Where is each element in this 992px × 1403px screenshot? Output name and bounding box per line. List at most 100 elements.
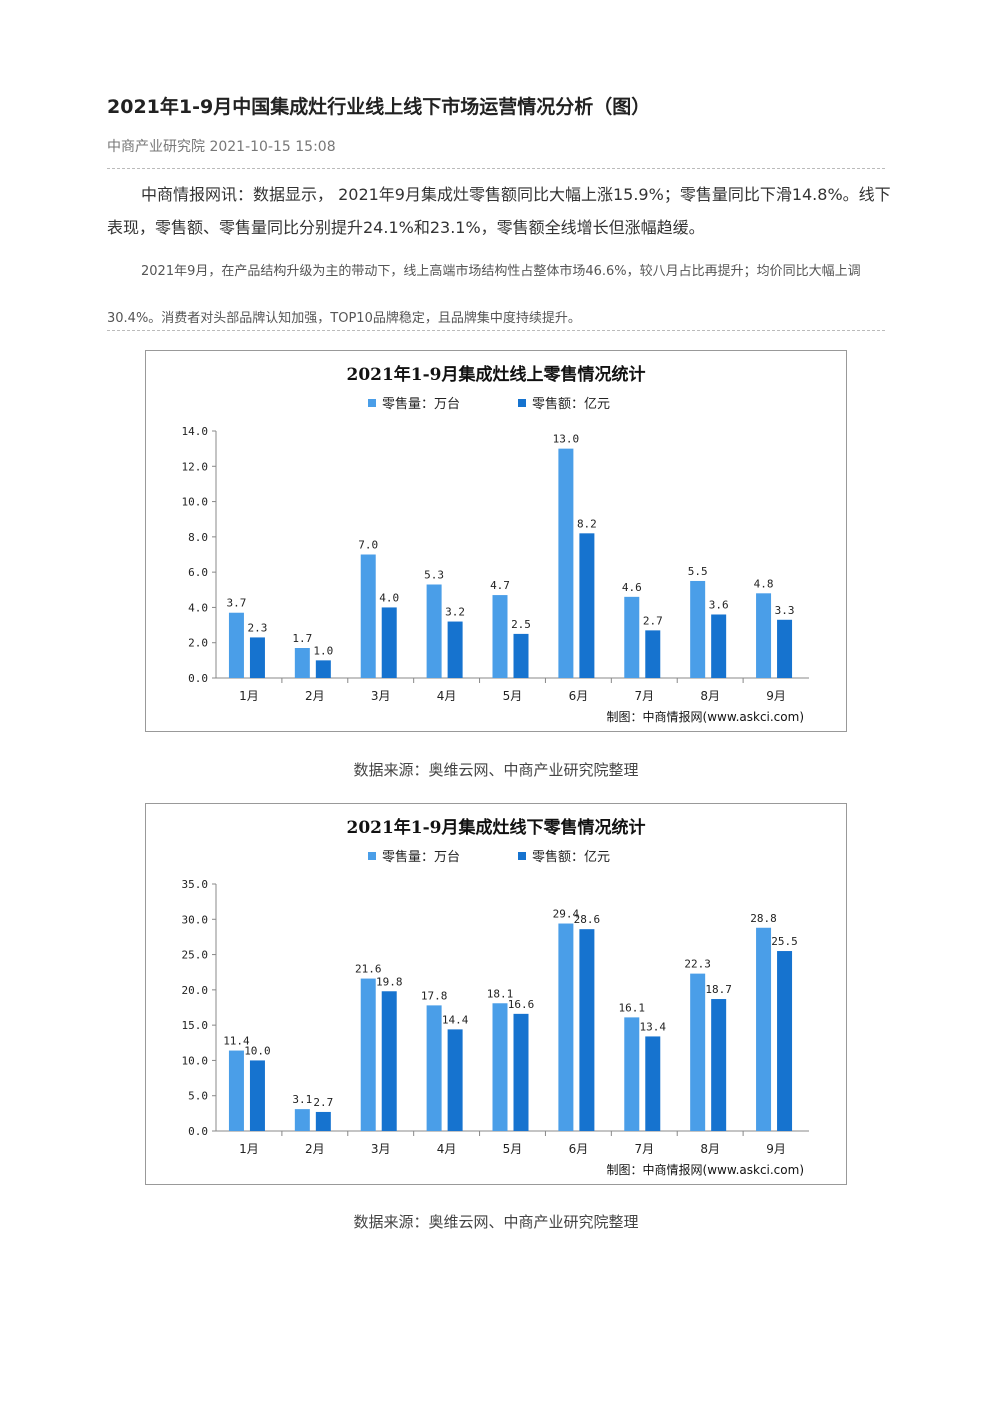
article-meta: 中商产业研究院 2021-10-15 15:08	[107, 139, 336, 155]
offline-bar-amount	[777, 951, 793, 1131]
legend-swatch	[368, 399, 376, 407]
data-label: 1.0	[313, 644, 333, 657]
offline-bar-volume	[624, 1017, 640, 1131]
x-tick-label: 5月	[503, 1142, 523, 1156]
data-label: 21.6	[355, 963, 382, 976]
online-bar-amount	[645, 630, 661, 678]
y-tick-label: 4.0	[188, 601, 208, 614]
offline-bar-amount	[711, 999, 727, 1131]
data-label: 2.7	[643, 614, 663, 627]
online-bar-amount	[711, 614, 727, 678]
data-label: 11.4	[223, 1035, 250, 1048]
data-label: 2.7	[313, 1096, 333, 1109]
legend-label: 零售额：亿元	[532, 849, 610, 865]
data-label: 22.3	[684, 958, 711, 971]
data-label: 4.7	[490, 579, 510, 592]
offline-bar-amount	[579, 929, 595, 1131]
y-tick-label: 30.0	[182, 913, 209, 926]
online-bar-volume	[756, 593, 772, 678]
legend-swatch	[518, 852, 526, 860]
y-tick-label: 6.0	[188, 566, 208, 579]
chart-title: 2021年1-9月集成灶线上零售情况统计	[346, 364, 645, 385]
online-bar-amount	[315, 660, 331, 678]
x-tick-label: 1月	[239, 689, 259, 703]
online-bar-volume	[690, 580, 706, 678]
y-tick-label: 0.0	[188, 1125, 208, 1138]
x-tick-label: 9月	[766, 689, 786, 703]
x-tick-label: 4月	[437, 689, 457, 703]
data-label: 14.4	[442, 1013, 469, 1026]
offline-chart: 2021年1-9月集成灶线下零售情况统计 零售量：万台 零售额：亿元 0.0 5.0 10…	[145, 803, 847, 1185]
y-tick-label: 14.0	[182, 425, 209, 438]
data-label: 4.6	[622, 581, 642, 594]
y-tick-label: 12.0	[182, 460, 209, 473]
offline-bar-volume	[294, 1109, 310, 1131]
data-label: 13.4	[640, 1020, 667, 1033]
online-bar-volume	[426, 584, 442, 678]
data-label: 16.6	[508, 998, 535, 1011]
x-tick-label: 2月	[305, 689, 325, 703]
data-label: 17.8	[421, 989, 448, 1002]
offline-chart-source: 数据来源：奥维云网、中商产业研究院整理	[353, 1213, 639, 1231]
data-label: 10.0	[244, 1044, 271, 1057]
y-tick-label: 2.0	[188, 637, 208, 650]
y-tick-label: 25.0	[182, 949, 209, 962]
data-label: 13.0	[553, 433, 580, 446]
y-tick-label: 20.0	[182, 984, 209, 997]
legend-swatch	[518, 399, 526, 407]
data-label: 29.4	[553, 908, 580, 921]
divider-bottom	[107, 330, 885, 331]
online-bar-volume	[228, 612, 244, 678]
data-label: 2.3	[248, 621, 268, 634]
data-label: 7.0	[358, 539, 378, 552]
online-bar-amount	[381, 607, 397, 678]
offline-bar-volume	[558, 923, 574, 1131]
online-bar-amount	[447, 621, 463, 678]
y-tick-label: 35.0	[182, 878, 209, 891]
online-bar-volume	[360, 554, 376, 678]
data-label: 19.8	[376, 975, 403, 988]
offline-bar-volume	[228, 1050, 244, 1131]
data-label: 18.1	[487, 987, 514, 1000]
offline-bar-amount	[381, 991, 397, 1131]
offline-bar-amount	[645, 1036, 661, 1131]
x-tick-label: 9月	[766, 1142, 786, 1156]
legend-label: 零售额：亿元	[532, 396, 610, 412]
offline-bar-amount	[513, 1013, 529, 1131]
data-label: 3.6	[709, 598, 729, 611]
y-tick-label: 15.0	[182, 1019, 209, 1032]
data-label: 5.5	[688, 565, 708, 578]
data-label: 1.7	[292, 632, 312, 645]
chart-credit: 制图：中商情报网(www.askci.com)	[607, 709, 804, 724]
x-tick-label: 8月	[700, 689, 720, 703]
data-label: 3.3	[775, 604, 795, 617]
offline-bar-volume	[492, 1003, 508, 1131]
x-tick-label: 4月	[437, 1142, 457, 1156]
offline-bar-amount	[447, 1029, 463, 1131]
x-tick-label: 5月	[503, 689, 523, 703]
online-bar-volume	[624, 596, 640, 678]
article-title: 2021年1-9月中国集成灶行业线上线下市场运营情况分析（图）	[107, 96, 651, 118]
data-label: 16.1	[619, 1001, 646, 1014]
online-bar-amount	[777, 619, 793, 678]
legend-label: 零售量：万台	[382, 396, 460, 412]
data-label: 2.5	[511, 618, 531, 631]
x-tick-label: 3月	[371, 689, 391, 703]
online-bar-amount	[579, 533, 595, 678]
data-label: 4.0	[379, 591, 399, 604]
data-label: 18.7	[705, 983, 732, 996]
y-tick-label: 10.0	[182, 496, 209, 509]
y-tick-label: 10.0	[182, 1054, 209, 1067]
data-label: 3.7	[227, 597, 247, 610]
offline-bar-amount	[315, 1111, 331, 1131]
online-bar-amount	[513, 633, 529, 678]
online-bar-volume	[492, 595, 508, 678]
data-label: 8.2	[577, 517, 597, 530]
online-bar-volume	[558, 448, 574, 678]
x-tick-label: 8月	[700, 1142, 720, 1156]
data-label: 5.3	[424, 568, 444, 581]
legend-label: 零售量：万台	[382, 849, 460, 865]
data-label: 25.5	[771, 935, 798, 948]
